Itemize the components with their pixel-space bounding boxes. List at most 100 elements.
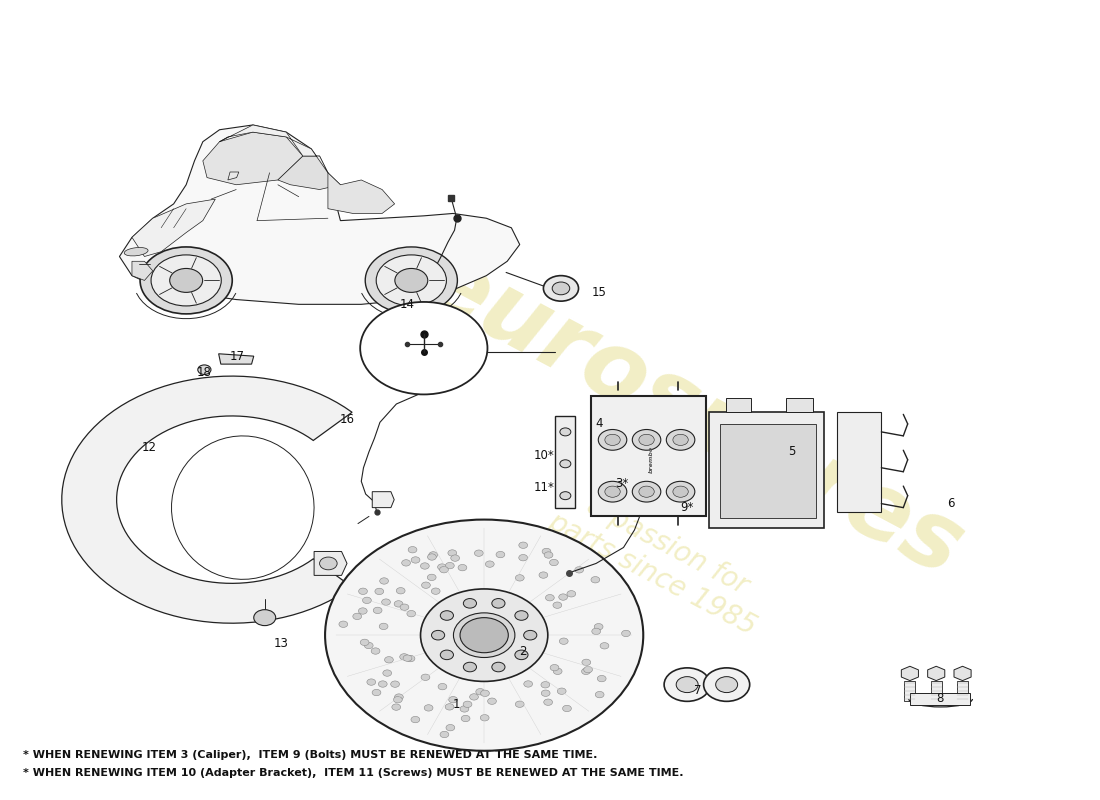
Circle shape (140, 247, 232, 314)
Circle shape (632, 430, 661, 450)
Circle shape (560, 428, 571, 436)
Circle shape (407, 610, 416, 617)
Circle shape (562, 706, 571, 712)
Circle shape (591, 577, 600, 583)
Circle shape (542, 548, 551, 554)
Text: 16: 16 (340, 414, 354, 426)
Text: 7: 7 (694, 685, 702, 698)
Polygon shape (328, 173, 395, 214)
Polygon shape (278, 156, 340, 190)
Circle shape (406, 655, 415, 662)
Text: 3*: 3* (615, 478, 628, 490)
Circle shape (550, 665, 559, 671)
Circle shape (411, 557, 420, 563)
Circle shape (420, 589, 548, 682)
Circle shape (449, 697, 458, 703)
Circle shape (566, 590, 575, 597)
Polygon shape (837, 412, 881, 512)
Text: 4: 4 (595, 418, 603, 430)
Circle shape (440, 610, 453, 620)
Circle shape (378, 681, 387, 687)
Text: 12: 12 (142, 442, 157, 454)
Circle shape (399, 654, 408, 660)
Circle shape (519, 542, 528, 549)
Circle shape (496, 551, 505, 558)
Circle shape (481, 714, 490, 721)
Circle shape (408, 546, 417, 553)
Circle shape (664, 668, 711, 702)
Text: 8: 8 (936, 693, 943, 706)
Circle shape (559, 594, 568, 600)
Circle shape (595, 691, 604, 698)
Circle shape (364, 642, 373, 649)
Circle shape (639, 434, 654, 446)
Polygon shape (172, 436, 315, 579)
Circle shape (463, 701, 472, 707)
Circle shape (400, 604, 409, 610)
Circle shape (365, 247, 458, 314)
Circle shape (704, 668, 750, 702)
Circle shape (470, 694, 478, 700)
Polygon shape (372, 492, 394, 508)
Polygon shape (710, 412, 824, 527)
Circle shape (254, 610, 276, 626)
Text: 1: 1 (453, 698, 461, 711)
Polygon shape (785, 398, 813, 412)
Circle shape (673, 434, 689, 446)
Circle shape (448, 550, 456, 556)
Circle shape (446, 725, 454, 731)
Circle shape (385, 657, 394, 663)
Circle shape (598, 430, 627, 450)
Circle shape (379, 623, 388, 630)
Polygon shape (132, 199, 216, 257)
Circle shape (421, 582, 430, 588)
Circle shape (446, 704, 454, 710)
Polygon shape (957, 681, 968, 701)
Circle shape (372, 690, 381, 696)
Polygon shape (904, 681, 915, 701)
Text: 18: 18 (197, 366, 212, 378)
Text: 5: 5 (788, 446, 795, 458)
Circle shape (553, 602, 562, 608)
Text: brembo: brembo (648, 446, 653, 474)
Circle shape (460, 618, 508, 653)
Polygon shape (220, 125, 328, 173)
Circle shape (359, 608, 367, 614)
Circle shape (546, 594, 554, 601)
Circle shape (169, 269, 202, 292)
Circle shape (575, 566, 584, 573)
Polygon shape (720, 424, 815, 518)
Circle shape (373, 607, 382, 614)
Text: 2: 2 (519, 645, 526, 658)
Polygon shape (927, 666, 945, 681)
Circle shape (516, 574, 525, 581)
Circle shape (474, 550, 483, 556)
Circle shape (411, 716, 420, 722)
Circle shape (395, 694, 404, 700)
Polygon shape (556, 416, 575, 508)
Circle shape (543, 276, 579, 301)
Circle shape (428, 554, 437, 560)
Polygon shape (228, 172, 239, 180)
Circle shape (392, 704, 400, 710)
Polygon shape (726, 398, 751, 412)
Text: a passion for
parts since 1985: a passion for parts since 1985 (543, 478, 777, 641)
Circle shape (560, 460, 571, 468)
Circle shape (463, 598, 476, 608)
Circle shape (394, 601, 403, 607)
Circle shape (605, 486, 620, 498)
Circle shape (360, 639, 368, 646)
Circle shape (639, 486, 654, 498)
Circle shape (360, 302, 487, 394)
Circle shape (427, 574, 436, 581)
Polygon shape (62, 376, 352, 623)
Text: 14: 14 (400, 298, 415, 311)
Circle shape (363, 597, 372, 603)
Circle shape (198, 365, 211, 374)
Circle shape (440, 566, 449, 573)
Text: 10*: 10* (535, 450, 554, 462)
Polygon shape (910, 693, 970, 706)
Circle shape (320, 557, 337, 570)
Circle shape (396, 587, 405, 594)
Circle shape (453, 613, 515, 658)
